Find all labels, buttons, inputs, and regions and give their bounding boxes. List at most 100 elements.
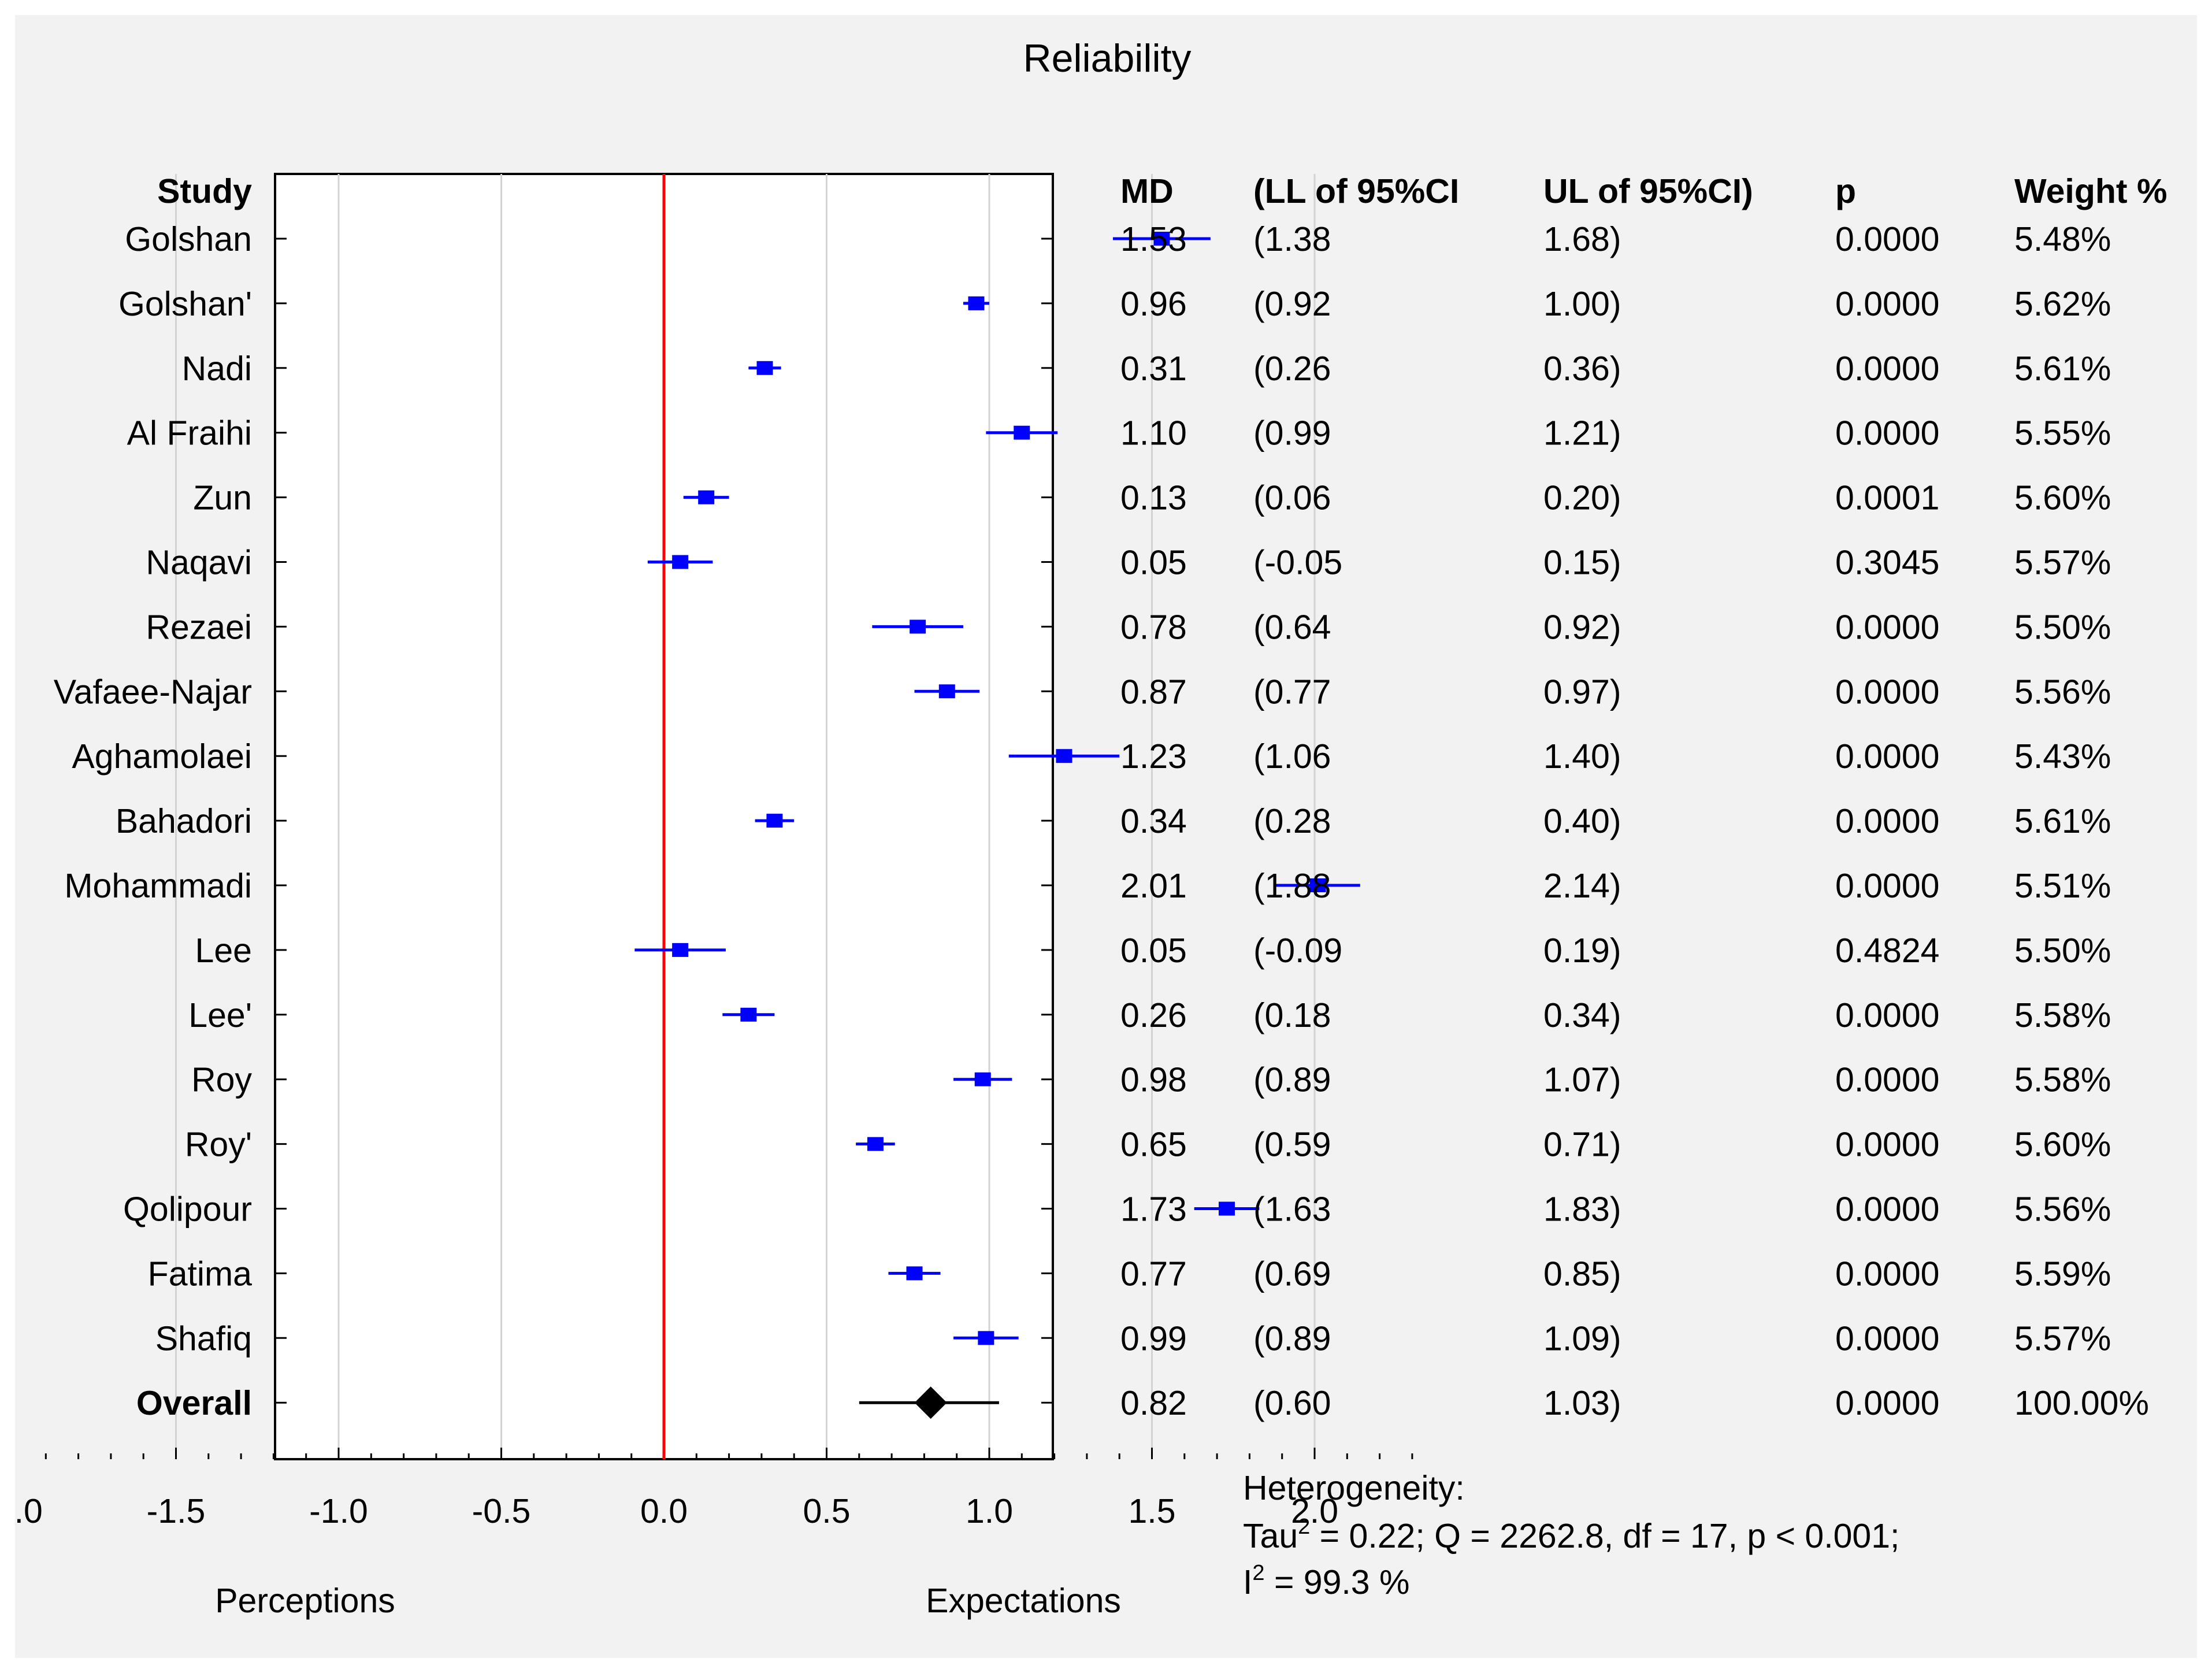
table-cell: 0.26 [1120, 996, 1187, 1034]
table-cell: 0.0000 [1835, 867, 1939, 905]
x-tick-label: 2.0 [1291, 1492, 1338, 1530]
study-name: Naqavi [146, 544, 252, 582]
table-cell: 0.36) [1543, 350, 1621, 388]
table-cell: 5.48% [2014, 220, 2111, 258]
study-name: Golshan [125, 220, 252, 258]
table-cell: 1.73 [1120, 1190, 1187, 1229]
study-name: Zun [193, 479, 252, 517]
table-cell: 5.61% [2014, 802, 2111, 840]
table-cell: 5.50% [2014, 608, 2111, 646]
x-tick-label: 1.0 [966, 1492, 1013, 1530]
table-cell: 0.77 [1120, 1255, 1187, 1293]
table-cell: 0.0000 [1835, 1126, 1939, 1164]
column-header: MD [1120, 172, 1174, 210]
column-header: (LL of 95%CI [1253, 172, 1459, 210]
x-tick-label: 0.0 [640, 1492, 688, 1530]
table-cell: (0.89 [1253, 1061, 1331, 1099]
table-cell: 2.01 [1120, 867, 1187, 905]
table-cell: (0.59 [1253, 1126, 1331, 1164]
study-point [698, 490, 715, 505]
study-point [672, 555, 689, 569]
table-cell: (0.77 [1253, 673, 1331, 711]
table-cell: 1.23 [1120, 737, 1187, 776]
table-cell: 0.34 [1120, 802, 1187, 840]
study-name: Mohammadi [64, 867, 252, 905]
table-cell: 0.40) [1543, 802, 1621, 840]
table-cell: 5.61% [2014, 350, 2111, 388]
table-cell: (0.99 [1253, 414, 1331, 452]
study-name: Shafiq [155, 1319, 252, 1357]
axis-ticks [44, 238, 1413, 1459]
study-name: Nadi [182, 350, 252, 388]
table-cell: (1.88 [1253, 867, 1331, 905]
table-cell: (0.69 [1253, 1255, 1331, 1293]
table-cell: 0.0000 [1835, 1319, 1939, 1357]
x-tick-label: 0.5 [803, 1492, 850, 1530]
table-cell: 5.51% [2014, 867, 2111, 905]
study-point [938, 684, 955, 699]
column-header: p [1835, 172, 1856, 210]
table-cell: 5.56% [2014, 1190, 2111, 1229]
x-tick-label: -0.5 [472, 1492, 531, 1530]
forest-plot: Reliability Study Golshan Golshan' Nadi Al F… [15, 36, 2167, 1620]
x-tick-label: -1.0 [309, 1492, 368, 1530]
table-cell: (0.89 [1253, 1319, 1331, 1357]
table-cell: 5.62% [2014, 285, 2111, 323]
study-point [1153, 232, 1170, 246]
study-name: Roy' [185, 1126, 252, 1164]
study-name: Rezaei [146, 608, 252, 646]
table-cell: 5.60% [2014, 1126, 2111, 1164]
table-cell: 0.0000 [1835, 802, 1939, 840]
table-cell: 0.82 [1120, 1384, 1187, 1422]
study-point [1218, 1201, 1235, 1216]
table-cell: 0.0000 [1835, 414, 1939, 452]
study-point [867, 1137, 884, 1151]
table-cell: 0.4824 [1835, 932, 1939, 970]
table-cell: 0.0000 [1835, 350, 1939, 388]
study-name: Qolipour [123, 1190, 252, 1229]
study-point [910, 620, 926, 634]
table-cell: (1.63 [1253, 1190, 1331, 1229]
table-cell: (0.92 [1253, 285, 1331, 323]
study-marks [634, 232, 1360, 1419]
table-cell: 0.92) [1543, 608, 1621, 646]
table-cell: (1.38 [1253, 220, 1331, 258]
table-cell: 0.0000 [1835, 996, 1939, 1034]
table-cell: 0.0000 [1835, 1061, 1939, 1099]
table-cell: 5.56% [2014, 673, 2111, 711]
study-name: Fatima [148, 1255, 253, 1293]
heterogeneity-heading: Heterogeneity: [1243, 1469, 1465, 1507]
table-cell: 0.13 [1120, 479, 1187, 517]
table-cell: 0.78 [1120, 608, 1187, 646]
study-name: Roy [191, 1061, 252, 1099]
study-point [756, 361, 773, 375]
study-point [906, 1266, 923, 1281]
table-cell: 0.0000 [1835, 737, 1939, 776]
table-cell: 5.58% [2014, 996, 2111, 1034]
table-cell: (-0.05 [1253, 544, 1342, 582]
table-cell: 0.87 [1120, 673, 1187, 711]
table-cell: 0.0000 [1835, 1190, 1939, 1229]
table-cell: 1.21) [1543, 414, 1621, 452]
table-cell: 1.83) [1543, 1190, 1621, 1229]
table-cell: 0.20) [1543, 479, 1621, 517]
table-cell: 5.58% [2014, 1061, 2111, 1099]
study-point [1014, 425, 1030, 440]
table-cell: 0.0000 [1835, 673, 1939, 711]
table-cell: 5.55% [2014, 414, 2111, 452]
table-cell: 0.05 [1120, 932, 1187, 970]
table-cell: 0.0000 [1835, 1384, 1939, 1422]
study-point [1309, 878, 1326, 892]
table-cell: (0.28 [1253, 802, 1331, 840]
table-cell: 0.0000 [1835, 285, 1939, 323]
table-cell: 1.03) [1543, 1384, 1621, 1422]
table-cell: (0.64 [1253, 608, 1331, 646]
table-cell: 0.65 [1120, 1126, 1187, 1164]
table-cell: 1.53 [1120, 220, 1187, 258]
x-tick-labels: -2.0 -1.5 -1.0 -0.5 0.0 0.5 1.0 1.5 2.0 [15, 1492, 1338, 1530]
x-label-right: Expectations [926, 1582, 1121, 1620]
table-cell: 5.59% [2014, 1255, 2111, 1293]
table-cell: 1.10 [1120, 414, 1187, 452]
x-tick-label: 1.5 [1128, 1492, 1175, 1530]
study-name: Vafaee-Najar [54, 673, 252, 711]
